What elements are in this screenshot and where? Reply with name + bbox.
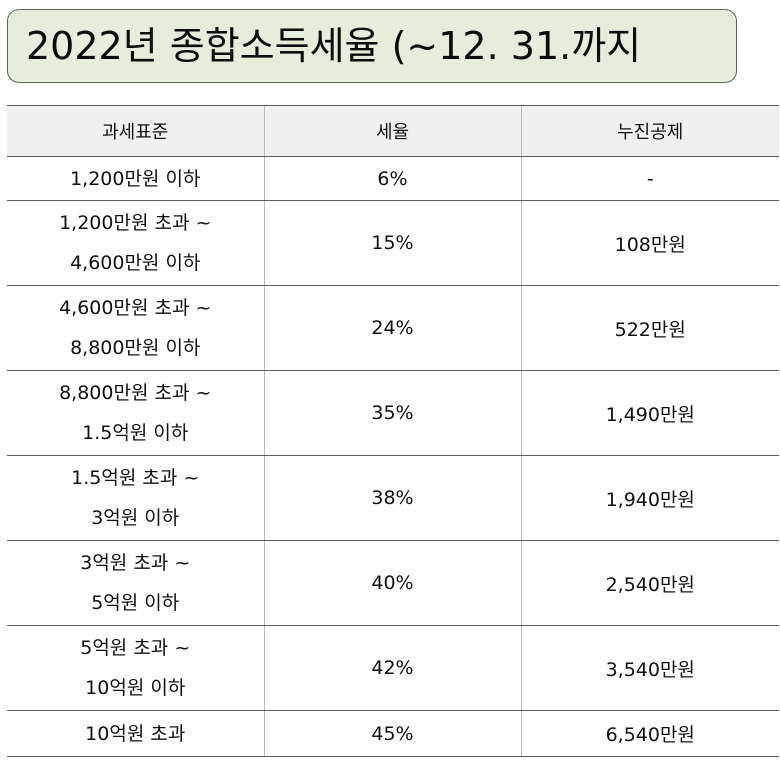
page-title: 2022년 종합소득세율 (~12. 31.까지 [26,24,642,68]
bracket-line: 5억원 초과 ~ [80,637,191,659]
bracket-line: 1,200만원 초과 ~ [59,212,212,234]
deduction-cell: 1,490만원 [520,370,779,456]
deduction-cell: - [520,156,779,201]
bracket-line: 10억원 초과 [85,722,186,745]
table-row: 1,200만원 이하 6% - [7,156,779,201]
bracket-line: 10억원 이하 [85,677,186,699]
table-row: 10억원 초과 45% 6,540만원 [7,710,779,757]
table-row: 8,800만원 초과 ~ 1.5억원 이하 35% 1,490만원 [7,370,779,456]
header-progressive-deduction: 누진공제 [520,105,779,157]
deduction-cell: 3,540만원 [520,625,779,711]
bracket-cell: 10억원 초과 [7,710,264,757]
bracket-cell: 4,600만원 초과 ~ 8,800만원 이하 [7,285,264,371]
bracket-line: 4,600만원 초과 ~ [59,297,212,319]
bracket-line: 8,800만원 초과 ~ [59,382,212,404]
title-banner: 2022년 종합소득세율 (~12. 31.까지 [7,9,737,83]
rate-cell: 42% [263,625,521,711]
table-row: 1.5억원 초과 ~ 3억원 이하 38% 1,940만원 [7,455,779,541]
deduction-cell: 108만원 [520,200,779,286]
rate-cell: 6% [263,156,521,201]
header-tax-rate: 세율 [263,105,521,157]
table-row: 3억원 초과 ~ 5억원 이하 40% 2,540만원 [7,540,779,626]
rate-cell: 24% [263,285,521,371]
rate-cell: 35% [263,370,521,456]
bracket-cell: 8,800만원 초과 ~ 1.5억원 이하 [7,370,264,456]
bracket-line: 1,200만원 이하 [70,167,201,190]
table-header-row: 과세표준 세율 누진공제 [7,105,779,157]
bracket-line: 1.5억원 초과 ~ [71,467,200,489]
bracket-line: 3억원 초과 ~ [80,552,191,574]
table-row: 4,600만원 초과 ~ 8,800만원 이하 24% 522만원 [7,285,779,371]
bracket-line: 5억원 이하 [91,592,180,614]
deduction-cell: 2,540만원 [520,540,779,626]
bracket-line: 8,800만원 이하 [70,337,201,359]
rate-cell: 40% [263,540,521,626]
deduction-cell: 1,940만원 [520,455,779,541]
bracket-cell: 1,200만원 초과 ~ 4,600만원 이하 [7,200,264,286]
bracket-cell: 1,200만원 이하 [7,156,264,201]
table-row: 1,200만원 초과 ~ 4,600만원 이하 15% 108만원 [7,200,779,286]
rate-cell: 45% [263,710,521,757]
table-row: 5억원 초과 ~ 10억원 이하 42% 3,540만원 [7,625,779,711]
deduction-cell: 522만원 [520,285,779,371]
bracket-line: 1.5억원 이하 [82,422,189,444]
bracket-cell: 1.5억원 초과 ~ 3억원 이하 [7,455,264,541]
bracket-line: 4,600만원 이하 [70,252,201,274]
tax-rate-table: 과세표준 세율 누진공제 1,200만원 이하 6% - 1,200만원 초과 … [7,105,779,757]
bracket-line: 3억원 이하 [91,507,180,529]
bracket-cell: 5억원 초과 ~ 10억원 이하 [7,625,264,711]
header-tax-base: 과세표준 [7,105,264,157]
rate-cell: 38% [263,455,521,541]
rate-cell: 15% [263,200,521,286]
deduction-cell: 6,540만원 [520,710,779,757]
bracket-cell: 3억원 초과 ~ 5억원 이하 [7,540,264,626]
